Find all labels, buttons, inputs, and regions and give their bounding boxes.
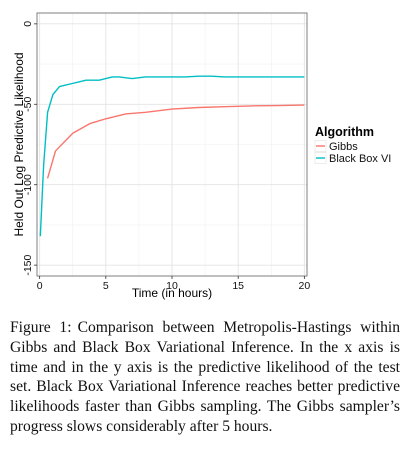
legend-title: Algorithm	[315, 125, 374, 139]
y-tick-label: -100	[22, 174, 34, 195]
figure-caption-label: Figure 1:	[10, 319, 72, 336]
y-axis-label: Held Out Log Predictive Likelihood	[12, 52, 26, 236]
x-tick-label: 10	[166, 280, 178, 292]
x-axis-label: Time (in hours)	[132, 286, 212, 300]
x-tick-label: 20	[299, 280, 311, 292]
legend-entry-label: Black Box VI	[329, 153, 391, 165]
series-line-black-box-vi	[39, 75, 305, 237]
figure-caption: Figure 1: Comparison between Metropolis-H…	[10, 318, 400, 437]
y-tick-label: 0	[22, 21, 34, 27]
major-gridlines	[37, 13, 307, 276]
x-tick-label: 15	[232, 280, 244, 292]
x-tick-label: 0	[37, 280, 43, 292]
x-axis-ticks: 0 5 10 15 20	[37, 276, 311, 292]
y-tick-label: -50	[22, 97, 34, 112]
figure-caption-text: Comparison between Metropolis-Hastings w…	[10, 319, 400, 435]
x-tick-label: 5	[103, 280, 109, 292]
legend-entry-label: Gibbs	[329, 141, 358, 153]
y-axis-ticks: 0 -50 -100 -150	[22, 21, 37, 276]
y-tick-label: -150	[22, 254, 34, 275]
series-line-gibbs	[46, 104, 305, 179]
series-lines	[39, 75, 305, 237]
line-chart: 0 5 10 15 20 0 -50 -100 -150 Time (in hours) He…	[12, 12, 391, 300]
